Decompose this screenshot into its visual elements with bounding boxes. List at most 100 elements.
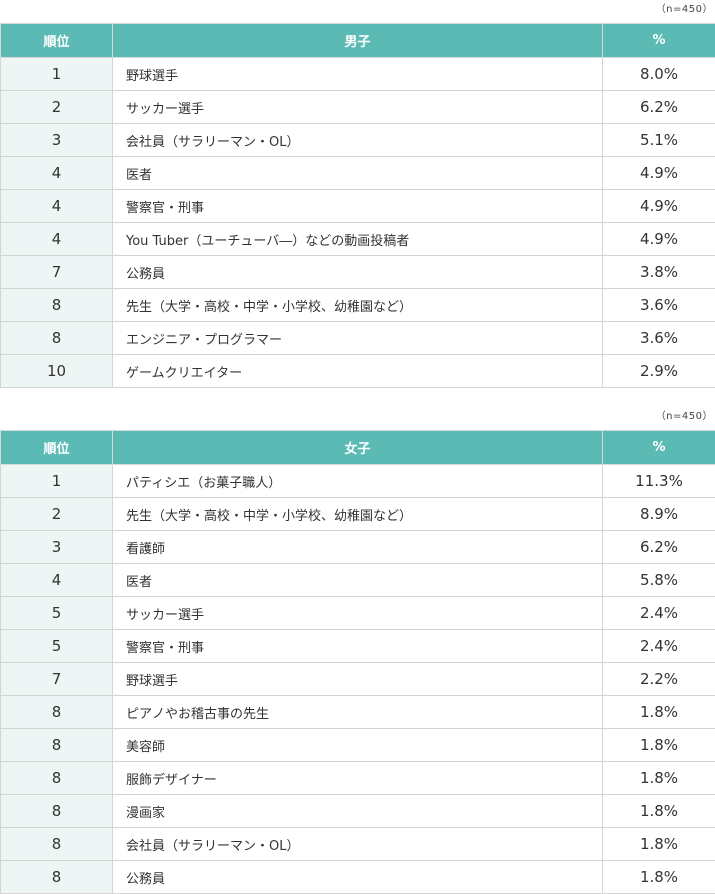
header-row: 順位 女子 % xyxy=(1,431,715,465)
rank-cell: 7 xyxy=(1,256,113,289)
rank-cell: 8 xyxy=(1,861,113,894)
percent-column-header: % xyxy=(603,431,715,465)
job-cell: 野球選手 xyxy=(113,58,603,91)
sample-size-note-girls: （n=450） xyxy=(656,407,713,422)
rank-cell: 4 xyxy=(1,564,113,597)
job-cell: サッカー選手 xyxy=(113,91,603,124)
job-cell: 看護師 xyxy=(113,531,603,564)
job-cell: ピアノやお稽古事の先生 xyxy=(113,696,603,729)
rank-cell: 7 xyxy=(1,663,113,696)
rank-cell: 2 xyxy=(1,91,113,124)
percent-cell: 1.8% xyxy=(603,729,715,762)
job-cell: 医者 xyxy=(113,564,603,597)
job-cell: 警察官・刑事 xyxy=(113,190,603,223)
job-cell: エンジニア・プログラマー xyxy=(113,322,603,355)
job-cell: 公務員 xyxy=(113,861,603,894)
job-cell: 会社員（サラリーマン・OL） xyxy=(113,124,603,157)
job-cell: 公務員 xyxy=(113,256,603,289)
header-row: 順位 男子 % xyxy=(1,24,715,58)
percent-cell: 1.8% xyxy=(603,762,715,795)
percent-cell: 1.8% xyxy=(603,861,715,894)
rank-cell: 8 xyxy=(1,729,113,762)
rank-cell: 4 xyxy=(1,157,113,190)
rank-cell: 8 xyxy=(1,762,113,795)
job-cell: 服飾デザイナー xyxy=(113,762,603,795)
percent-cell: 8.9% xyxy=(603,498,715,531)
percent-cell: 2.4% xyxy=(603,630,715,663)
job-cell: 漫画家 xyxy=(113,795,603,828)
percent-column-header: % xyxy=(603,24,715,58)
job-cell: 会社員（サラリーマン・OL） xyxy=(113,828,603,861)
job-column-header: 男子 xyxy=(113,24,603,58)
job-column-header: 女子 xyxy=(113,431,603,465)
job-cell: 警察官・刑事 xyxy=(113,630,603,663)
job-cell: サッカー選手 xyxy=(113,597,603,630)
rank-column-header: 順位 xyxy=(1,431,113,465)
percent-cell: 3.6% xyxy=(603,322,715,355)
rank-cell: 4 xyxy=(1,223,113,256)
rank-cell: 1 xyxy=(1,58,113,91)
percent-cell: 5.1% xyxy=(603,124,715,157)
percent-cell: 4.9% xyxy=(603,157,715,190)
rank-cell: 8 xyxy=(1,828,113,861)
rank-cell: 8 xyxy=(1,289,113,322)
percent-cell: 2.2% xyxy=(603,663,715,696)
rank-cell: 4 xyxy=(1,190,113,223)
job-cell: 野球選手 xyxy=(113,663,603,696)
percent-cell: 4.9% xyxy=(603,190,715,223)
percent-cell: 1.8% xyxy=(603,828,715,861)
job-cell: ゲームクリエイター xyxy=(113,355,603,388)
rank-cell: 2 xyxy=(1,498,113,531)
job-cell: You Tuber（ユーチューバ―）などの動画投稿者 xyxy=(113,223,603,256)
job-cell: 先生（大学・高校・中学・小学校、幼稚園など） xyxy=(113,289,603,322)
percent-cell: 6.2% xyxy=(603,91,715,124)
rank-cell: 3 xyxy=(1,124,113,157)
percent-cell: 3.8% xyxy=(603,256,715,289)
percent-cell: 4.9% xyxy=(603,223,715,256)
rank-cell: 8 xyxy=(1,322,113,355)
rank-cell: 10 xyxy=(1,355,113,388)
percent-cell: 1.8% xyxy=(603,795,715,828)
percent-cell: 3.6% xyxy=(603,289,715,322)
percent-cell: 6.2% xyxy=(603,531,715,564)
rank-cell: 3 xyxy=(1,531,113,564)
percent-cell: 8.0% xyxy=(603,58,715,91)
percent-cell: 2.9% xyxy=(603,355,715,388)
job-cell: 医者 xyxy=(113,157,603,190)
rank-cell: 8 xyxy=(1,696,113,729)
rank-cell: 5 xyxy=(1,630,113,663)
rank-cell: 8 xyxy=(1,795,113,828)
rank-cell: 5 xyxy=(1,597,113,630)
job-cell: 美容師 xyxy=(113,729,603,762)
percent-cell: 1.8% xyxy=(603,696,715,729)
job-cell: 先生（大学・高校・中学・小学校、幼稚園など） xyxy=(113,498,603,531)
rank-cell: 1 xyxy=(1,465,113,498)
